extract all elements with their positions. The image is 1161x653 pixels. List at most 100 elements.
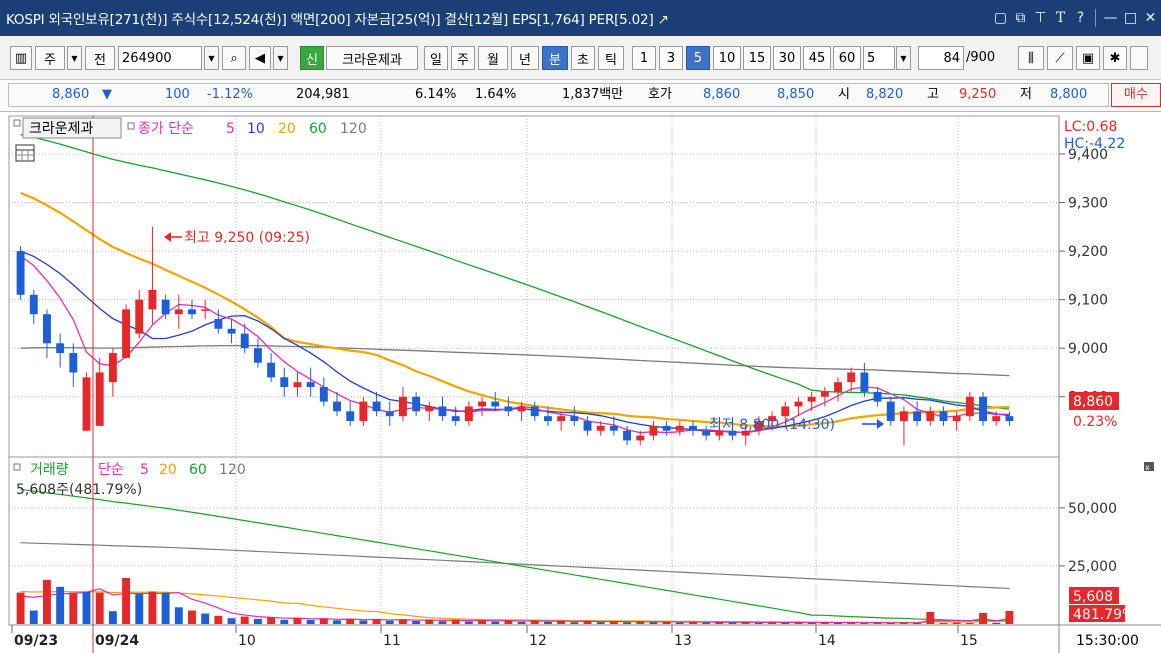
candle	[728, 425, 737, 441]
volume-bar	[82, 591, 91, 624]
interval-button-30[interactable]: 30	[773, 46, 801, 70]
period-button-day[interactable]: 일	[424, 46, 448, 70]
maximize-icon[interactable]: □	[1123, 10, 1138, 26]
period-button-week[interactable]: 주	[451, 46, 475, 70]
candle	[689, 421, 697, 436]
interval-button-5[interactable]: 5	[686, 46, 710, 70]
window-controls: ▢ ⧉ ⊤ T ? — □ ✕	[988, 0, 1159, 36]
candle	[438, 396, 447, 422]
minimize-icon[interactable]: —	[1103, 10, 1118, 26]
volume-bar	[913, 623, 922, 624]
interval-button-10[interactable]: 10	[713, 46, 741, 70]
draw-tool-icon[interactable]: ⟋	[1047, 46, 1073, 70]
candle	[1005, 411, 1014, 426]
settings-gear-icon[interactable]: ✱	[1103, 46, 1127, 70]
font-icon[interactable]: T	[1055, 10, 1066, 26]
volume-bar	[649, 622, 658, 624]
candle	[517, 401, 526, 422]
save-icon[interactable]: ▣	[1076, 46, 1100, 70]
open-label: 시	[838, 87, 850, 102]
period-button-second[interactable]: 초	[571, 46, 595, 70]
interval-button-15[interactable]: 15	[743, 46, 771, 70]
candle	[768, 411, 777, 431]
checkbox-icon[interactable]	[1130, 46, 1148, 70]
mode-button-stock[interactable]: 주	[35, 46, 65, 70]
volume-bar	[227, 618, 236, 624]
candle	[965, 391, 974, 422]
price-tick-label: 9,400	[1068, 147, 1108, 163]
volume-ma120-line	[20, 542, 1010, 590]
volume-bar	[425, 619, 434, 624]
stock-chart[interactable]: 크라운제과 종가 단순 5 10 20 60 120 LC:0.68 HC:-4…	[0, 112, 1161, 653]
search-icon[interactable]: ⌕	[222, 46, 246, 70]
period-button-minute[interactable]: 분	[542, 46, 568, 70]
volume-bar	[979, 612, 987, 624]
legend-ma10: 10	[247, 121, 265, 137]
bar-count-input[interactable]: 84	[918, 46, 964, 70]
period-button-tick[interactable]: 틱	[598, 46, 624, 70]
x-axis-label: 13	[674, 633, 692, 649]
candle	[253, 338, 262, 368]
candle	[240, 323, 249, 354]
high-annotation-text: 최고 9,250 (09:25)	[184, 230, 310, 246]
volume-bar	[29, 610, 38, 624]
candle	[926, 406, 935, 426]
candle	[623, 425, 632, 446]
new-window-icon[interactable]: ⧉	[1015, 10, 1026, 26]
mode-dropdown-icon[interactable]: ▼	[67, 46, 82, 70]
calendar-icon[interactable]	[15, 144, 35, 162]
candle	[741, 425, 750, 446]
volume-bar	[609, 621, 618, 624]
indicator-icon[interactable]: ⫼	[1018, 46, 1044, 70]
interval-button-1[interactable]: 1	[632, 46, 656, 70]
period-button-year[interactable]: 년	[511, 46, 539, 70]
interval-select[interactable]: 5	[863, 46, 895, 70]
hc-label: HC:-4.22	[1064, 136, 1125, 152]
buy-button[interactable]: 매수	[1111, 83, 1161, 107]
volume-legend-label: 거래량	[30, 462, 69, 478]
title-bar: KOSPI 외국인보유[271(천)] 주식수[12,524(천)] 액면[20…	[0, 0, 1161, 36]
volume-bar	[636, 621, 645, 624]
interval-button-3[interactable]: 3	[659, 46, 683, 70]
interval-button-60[interactable]: 60	[833, 46, 861, 70]
volume-bar	[333, 620, 341, 624]
candle	[412, 391, 421, 417]
stock-code-input[interactable]: 264900	[118, 46, 202, 70]
code-dropdown-icon[interactable]: ▼	[204, 46, 219, 70]
legend-ma20: 20	[278, 121, 296, 137]
volume-bar	[583, 620, 592, 624]
volume-bar	[794, 622, 803, 624]
candle	[504, 396, 513, 417]
interval-dropdown-icon[interactable]: ▼	[896, 46, 911, 70]
pane-close-icon[interactable]: x	[1144, 462, 1154, 472]
help-icon[interactable]: ?	[1076, 10, 1085, 26]
candle	[333, 391, 341, 417]
price-tick-label: 9,100	[1068, 293, 1108, 309]
volume-bar	[122, 578, 131, 624]
candle	[992, 411, 1001, 426]
legend-price-label: 종가 단순	[138, 121, 194, 137]
candle	[583, 416, 592, 436]
volume-current-tag-text: 5,608	[1073, 589, 1113, 605]
volume-bar	[372, 619, 381, 624]
x-axis-label: 12	[529, 633, 547, 649]
legend-stock-box[interactable]	[22, 117, 122, 139]
restore-window-icon[interactable]: ▢	[993, 10, 1008, 26]
candle	[596, 421, 605, 436]
speaker-icon[interactable]: ◀	[249, 46, 271, 70]
stock-name-field[interactable]: 크라운제과	[326, 46, 418, 70]
mode-button-all[interactable]: 전	[85, 46, 115, 70]
new-listing-tag: 신	[300, 46, 324, 70]
volume-legend-ma5: 5	[140, 462, 149, 478]
layout-icon[interactable]: ▥	[10, 46, 32, 70]
speaker-dropdown-icon[interactable]: ▼	[273, 46, 288, 70]
low-annotation-text: 최저 8,800 (14:30)	[709, 417, 835, 433]
pin-icon[interactable]: ⊤	[1034, 10, 1047, 26]
interval-button-45[interactable]: 45	[803, 46, 831, 70]
close-icon[interactable]: ✕	[1144, 10, 1157, 26]
candle	[873, 387, 882, 407]
volume-bar	[359, 620, 368, 624]
volume-bar	[886, 623, 895, 624]
candle	[201, 299, 210, 320]
period-button-month[interactable]: 월	[478, 46, 508, 70]
